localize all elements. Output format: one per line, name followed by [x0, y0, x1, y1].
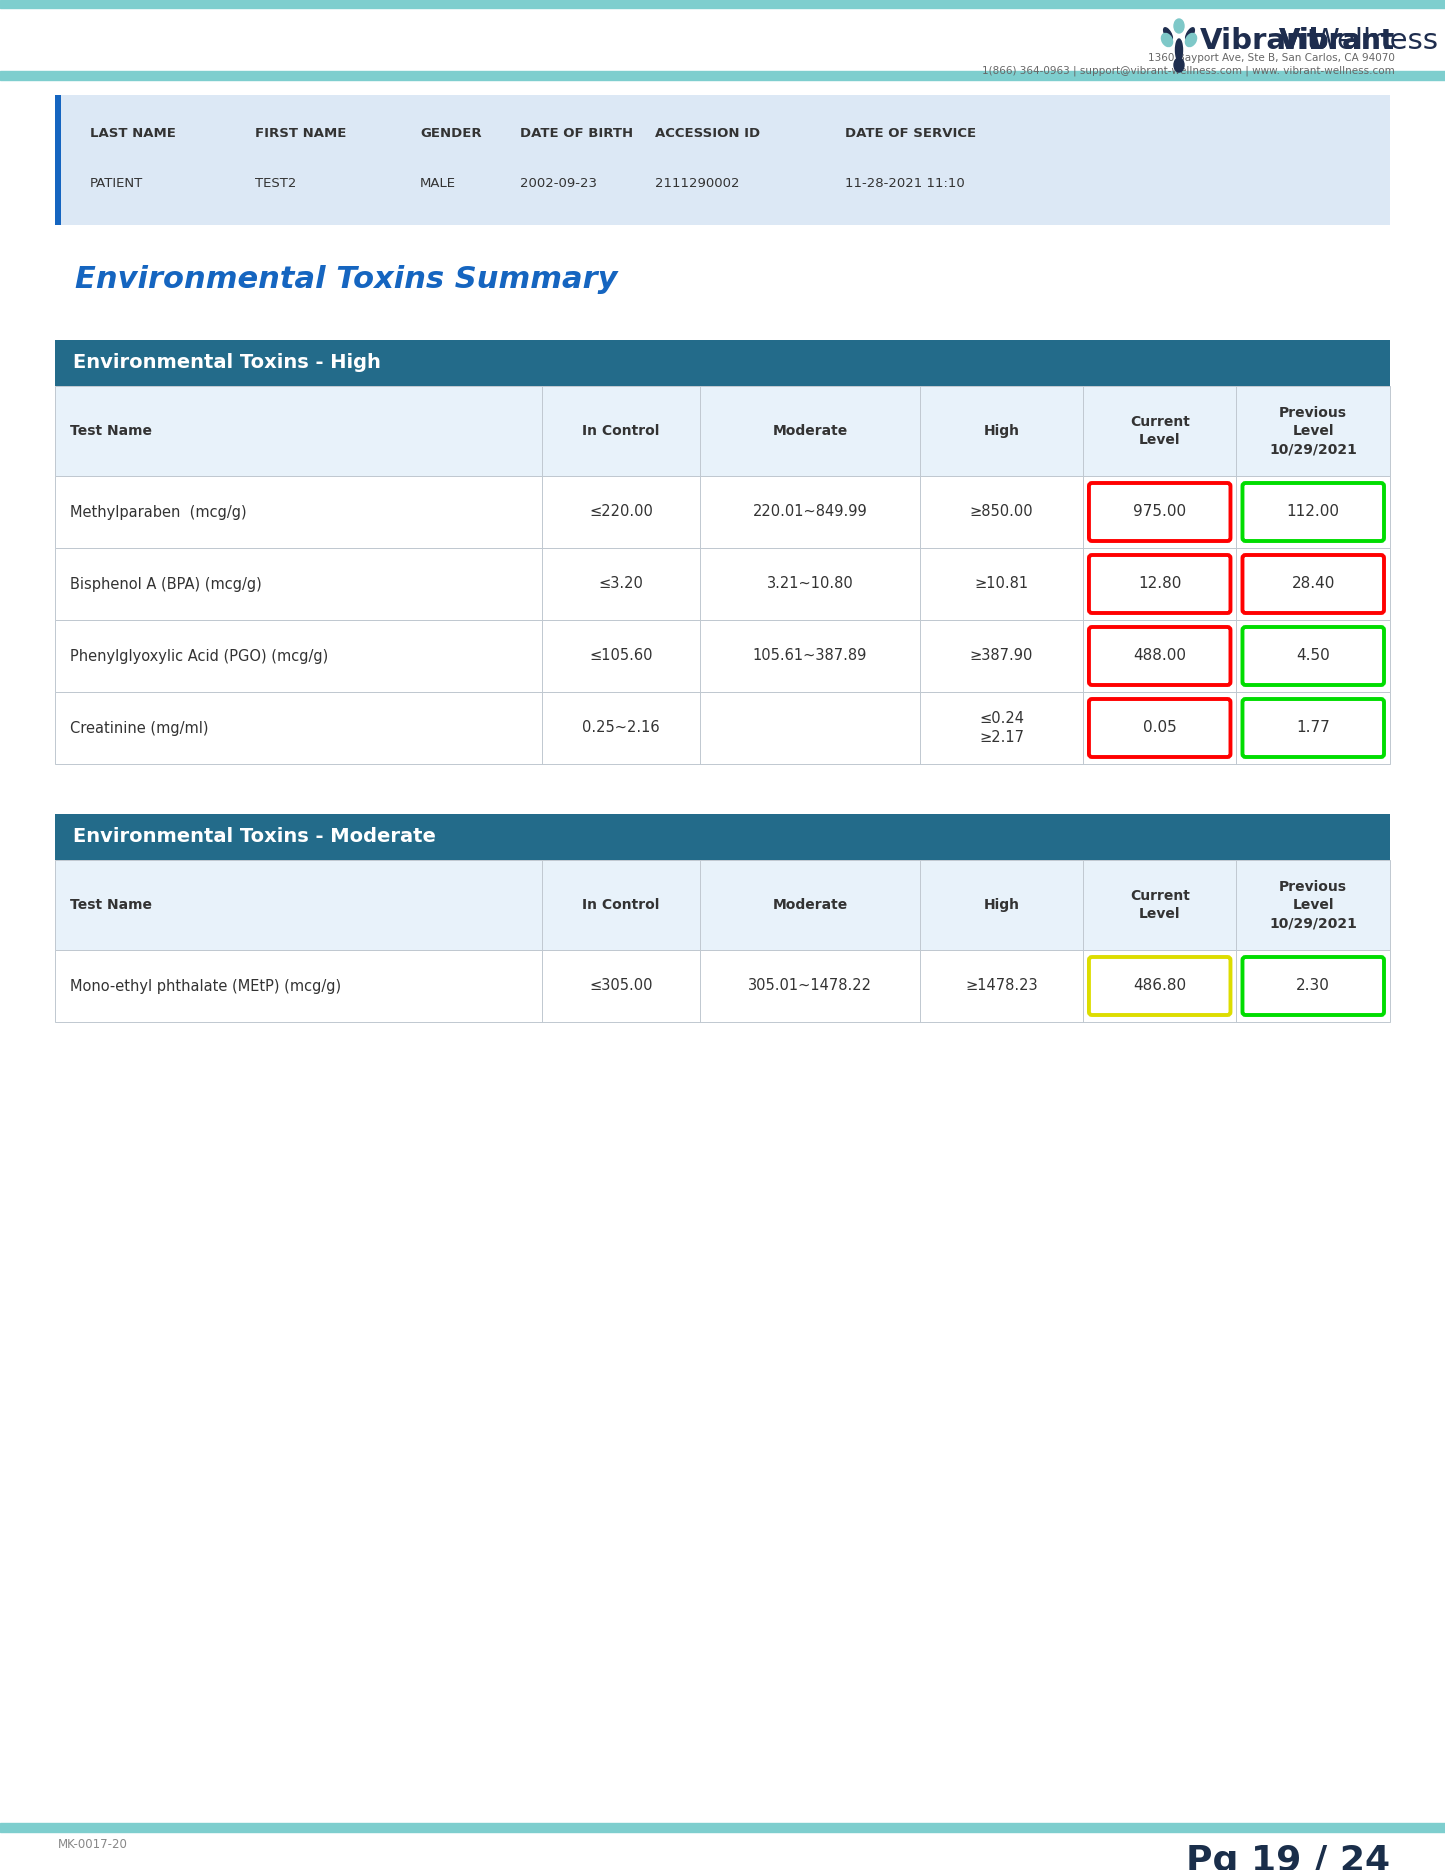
Text: 1.77: 1.77 [1296, 720, 1329, 735]
Bar [0, 1823, 1445, 1833]
Ellipse shape [1173, 19, 1183, 34]
Ellipse shape [1185, 34, 1196, 47]
Text: VibrantWellness: VibrantWellness [1172, 26, 1394, 54]
Text: Vibrant: Vibrant [1279, 26, 1394, 54]
Text: ≥10.81: ≥10.81 [974, 576, 1029, 591]
FancyBboxPatch shape [1090, 482, 1231, 540]
Bar [0, 0, 1445, 7]
Text: Wellness: Wellness [1311, 26, 1438, 54]
Ellipse shape [1163, 28, 1172, 41]
Text: 0.25~2.16: 0.25~2.16 [582, 720, 660, 735]
Text: 486.80: 486.80 [1133, 978, 1186, 993]
Text: MALE: MALE [420, 178, 457, 191]
Text: Methylparaben  (mcg/g): Methylparaben (mcg/g) [69, 505, 247, 520]
Text: Moderate: Moderate [772, 424, 848, 438]
Text: Environmental Toxins - High: Environmental Toxins - High [74, 353, 381, 372]
Text: In Control: In Control [582, 898, 660, 913]
Text: 975.00: 975.00 [1133, 505, 1186, 520]
FancyBboxPatch shape [1243, 555, 1384, 613]
Bar [55, 548, 1390, 621]
Text: PATIENT: PATIENT [90, 178, 143, 191]
Text: Vibrant: Vibrant [1199, 26, 1322, 54]
Bar [55, 621, 1390, 692]
Bar [55, 813, 1390, 860]
Text: 3.21~10.80: 3.21~10.80 [766, 576, 854, 591]
Text: Previous
Level
10/29/2021: Previous Level 10/29/2021 [1269, 406, 1357, 456]
Bar [0, 71, 1445, 80]
Text: 12.80: 12.80 [1139, 576, 1182, 591]
Text: Environmental Toxins Summary: Environmental Toxins Summary [75, 266, 617, 294]
Text: In Control: In Control [582, 424, 660, 438]
Text: High: High [984, 898, 1020, 913]
Text: DATE OF BIRTH: DATE OF BIRTH [520, 127, 633, 140]
FancyBboxPatch shape [1090, 699, 1231, 757]
Bar [55, 95, 61, 224]
Bar [55, 692, 1390, 765]
Bar [55, 95, 1390, 224]
Text: ≤220.00: ≤220.00 [590, 505, 653, 520]
Text: ≤0.24
≥2.17: ≤0.24 ≥2.17 [980, 711, 1025, 744]
Text: 112.00: 112.00 [1286, 505, 1340, 520]
FancyBboxPatch shape [1243, 626, 1384, 684]
Text: Current
Level: Current Level [1130, 888, 1189, 922]
Ellipse shape [1173, 58, 1183, 73]
Text: TEST2: TEST2 [254, 178, 296, 191]
Text: 488.00: 488.00 [1133, 649, 1186, 664]
Text: Creatinine (mg/ml): Creatinine (mg/ml) [69, 720, 208, 735]
Text: 105.61~387.89: 105.61~387.89 [753, 649, 867, 664]
Text: Pg 19 / 24: Pg 19 / 24 [1186, 1844, 1390, 1870]
Text: DATE OF SERVICE: DATE OF SERVICE [845, 127, 977, 140]
Text: 220.01~849.99: 220.01~849.99 [753, 505, 867, 520]
FancyBboxPatch shape [1090, 957, 1231, 1015]
Text: 4.50: 4.50 [1296, 649, 1329, 664]
FancyBboxPatch shape [1090, 555, 1231, 613]
Text: GENDER: GENDER [420, 127, 481, 140]
Text: ≥387.90: ≥387.90 [970, 649, 1033, 664]
Text: Environmental Toxins - Moderate: Environmental Toxins - Moderate [74, 828, 436, 847]
Text: ≤305.00: ≤305.00 [590, 978, 653, 993]
Text: 1360 Bayport Ave, Ste B, San Carlos, CA 94070: 1360 Bayport Ave, Ste B, San Carlos, CA … [1149, 52, 1394, 64]
Text: Test Name: Test Name [69, 424, 152, 438]
Text: ACCESSION ID: ACCESSION ID [655, 127, 760, 140]
Text: High: High [984, 424, 1020, 438]
Text: ≤105.60: ≤105.60 [590, 649, 653, 664]
Bar [55, 477, 1390, 548]
Ellipse shape [1162, 34, 1172, 47]
Text: Test Name: Test Name [69, 898, 152, 913]
Bar [55, 950, 1390, 1023]
Text: LAST NAME: LAST NAME [90, 127, 176, 140]
Text: Moderate: Moderate [772, 898, 848, 913]
Text: 305.01~1478.22: 305.01~1478.22 [749, 978, 871, 993]
Text: Phenylglyoxylic Acid (PGO) (mcg/g): Phenylglyoxylic Acid (PGO) (mcg/g) [69, 649, 328, 664]
Text: ≤3.20: ≤3.20 [598, 576, 643, 591]
Ellipse shape [1175, 39, 1182, 62]
Text: 28.40: 28.40 [1292, 576, 1335, 591]
Text: ≥850.00: ≥850.00 [970, 505, 1033, 520]
Text: 0.05: 0.05 [1143, 720, 1176, 735]
Text: Vibrant: Vibrant [1279, 26, 1394, 54]
Text: Mono-ethyl phthalate (MEtP) (mcg/g): Mono-ethyl phthalate (MEtP) (mcg/g) [69, 978, 341, 993]
Text: 2.30: 2.30 [1296, 978, 1331, 993]
FancyBboxPatch shape [1243, 957, 1384, 1015]
Bar [55, 860, 1390, 950]
Text: 1(866) 364-0963 | support@vibrant-wellness.com | www. vibrant-wellness.com: 1(866) 364-0963 | support@vibrant-wellne… [983, 65, 1394, 75]
Text: MK-0017-20: MK-0017-20 [58, 1838, 127, 1851]
Bar [55, 385, 1390, 477]
FancyBboxPatch shape [1243, 482, 1384, 540]
Text: FIRST NAME: FIRST NAME [254, 127, 347, 140]
Text: 2111290002: 2111290002 [655, 178, 740, 191]
FancyBboxPatch shape [1243, 699, 1384, 757]
Text: Previous
Level
10/29/2021: Previous Level 10/29/2021 [1269, 879, 1357, 931]
Text: Bisphenol A (BPA) (mcg/g): Bisphenol A (BPA) (mcg/g) [69, 576, 262, 591]
Ellipse shape [1186, 28, 1195, 41]
Text: ≥1478.23: ≥1478.23 [965, 978, 1038, 993]
FancyBboxPatch shape [1090, 626, 1231, 684]
Text: 11-28-2021 11:10: 11-28-2021 11:10 [845, 178, 965, 191]
Bar [55, 340, 1390, 385]
Text: Current
Level: Current Level [1130, 415, 1189, 447]
Text: 2002-09-23: 2002-09-23 [520, 178, 597, 191]
